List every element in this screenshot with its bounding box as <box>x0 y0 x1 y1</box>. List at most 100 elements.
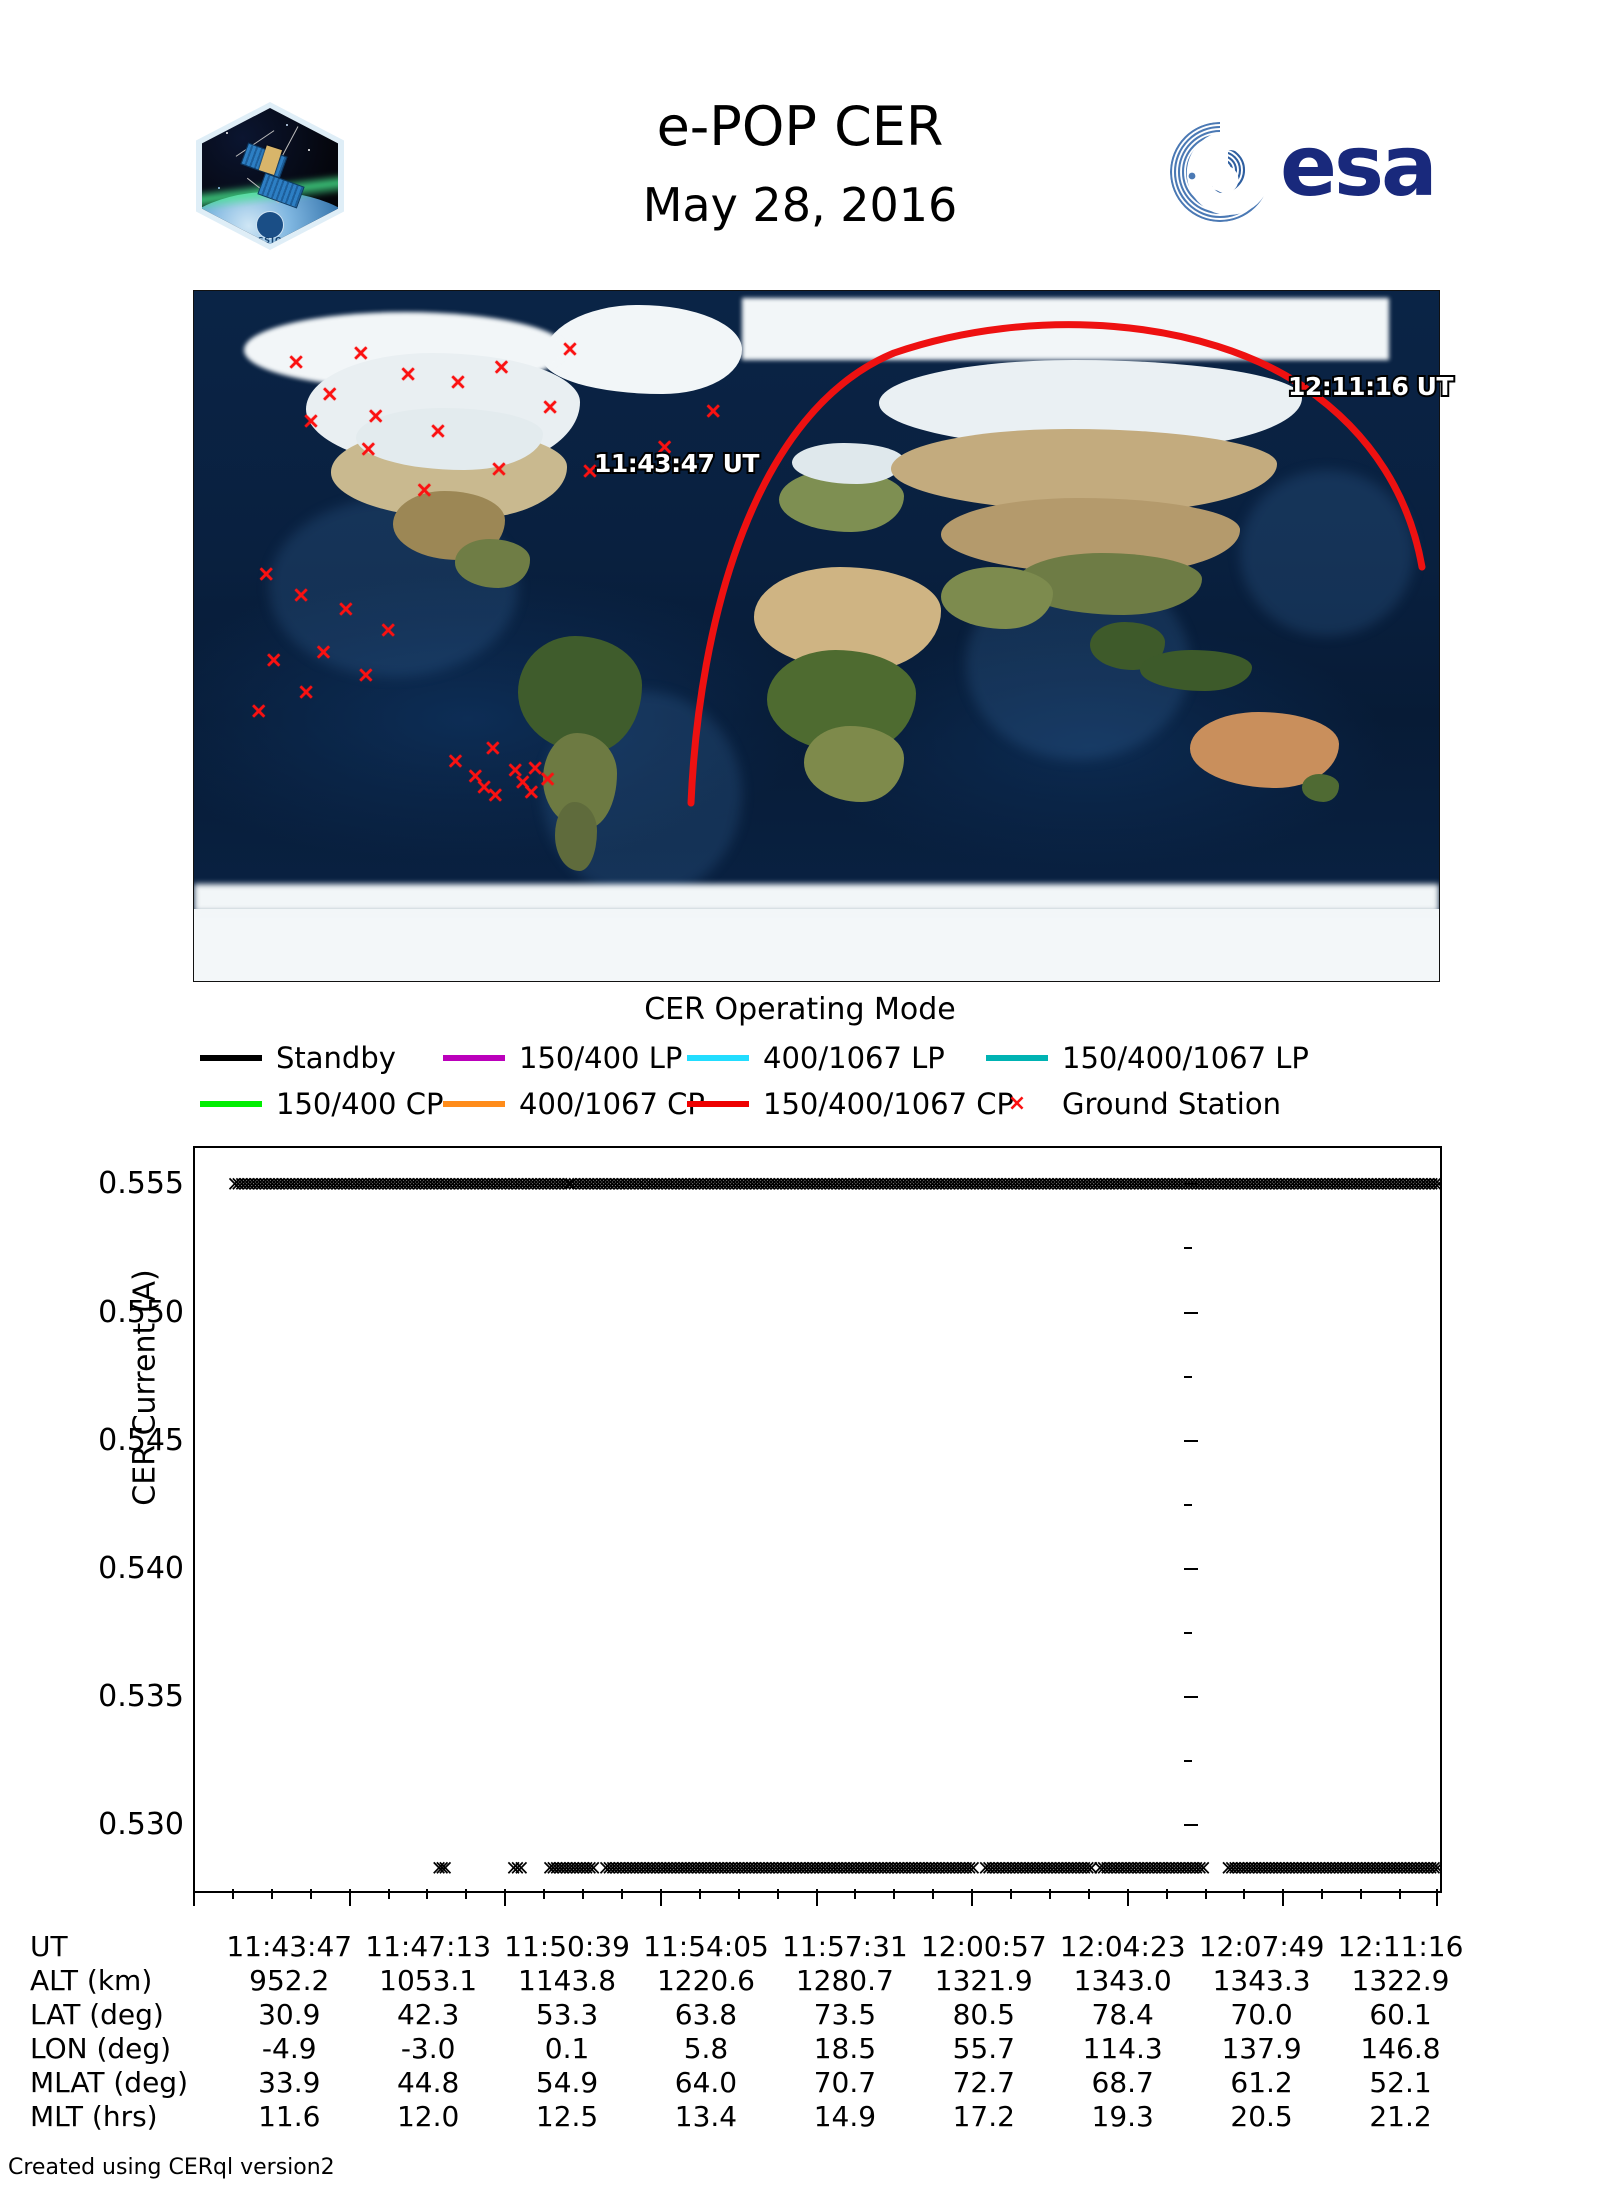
data-point-marker: × <box>610 1171 628 1196</box>
data-point-marker: × <box>508 1171 527 1196</box>
x-axis-minor-tick <box>1204 1889 1207 1899</box>
data-point-marker: × <box>562 1171 580 1196</box>
data-point-marker: × <box>613 1171 632 1196</box>
data-point-marker: × <box>641 1855 659 1880</box>
data-point-marker: × <box>777 1855 795 1880</box>
data-point-marker: × <box>740 1171 758 1196</box>
data-point-marker: × <box>828 1171 847 1196</box>
y-axis-tick-label: 0.530 <box>98 1806 184 1842</box>
data-point-marker: × <box>1048 1855 1067 1880</box>
data-point-marker: × <box>976 1855 995 1880</box>
data-point-marker: × <box>937 1171 955 1196</box>
legend-color-swatch <box>443 1101 505 1107</box>
data-point-marker: × <box>634 1855 653 1880</box>
data-point-marker: × <box>1229 1171 1248 1196</box>
data-point-marker: × <box>899 1171 918 1196</box>
data-point-marker: × <box>723 1171 741 1196</box>
data-point-marker: × <box>430 1855 448 1880</box>
data-point-marker: × <box>498 1171 517 1196</box>
table-cell: 12:00:57 <box>920 1930 1047 1963</box>
table-cell: 72.7 <box>952 2066 1015 2099</box>
esa-agency-logo: esa <box>1168 118 1468 230</box>
data-point-marker: × <box>892 1855 911 1880</box>
data-point-marker: × <box>1031 1855 1049 1880</box>
data-point-marker: × <box>1372 1171 1390 1196</box>
y-axis-tick-label: 0.545 <box>98 1422 184 1458</box>
data-point-marker: × <box>1192 1171 1210 1196</box>
data-point-marker: × <box>841 1855 860 1880</box>
data-point-marker: × <box>1340 1855 1359 1880</box>
data-point-marker: × <box>1361 1855 1379 1880</box>
data-point-marker: × <box>1297 1171 1316 1196</box>
data-point-marker: × <box>920 1171 938 1196</box>
data-point-marker: × <box>1028 1171 1047 1196</box>
data-point-marker: × <box>974 1171 993 1196</box>
data-point-marker: × <box>603 1855 622 1880</box>
data-point-marker: × <box>505 1171 523 1196</box>
data-point-marker: × <box>1256 1171 1275 1196</box>
data-point-marker: × <box>317 1171 336 1196</box>
data-point-marker: × <box>787 1855 806 1880</box>
data-point-marker: × <box>1056 1171 1074 1196</box>
cassiope-wordmark: CASSIOPE <box>243 236 297 244</box>
data-point-marker: × <box>1280 1171 1299 1196</box>
data-point-marker: × <box>1129 1855 1147 1880</box>
data-point-marker: × <box>1000 1855 1019 1880</box>
data-point-marker: × <box>1249 1855 1268 1880</box>
data-point-marker: × <box>1399 1171 1417 1196</box>
table-cell: 1143.8 <box>518 1964 617 1997</box>
data-point-marker: × <box>893 1171 911 1196</box>
data-point-marker: × <box>567 1855 586 1880</box>
data-point-marker: × <box>954 1855 972 1880</box>
data-point-marker: × <box>597 1855 615 1880</box>
data-point-marker: × <box>1139 1855 1158 1880</box>
data-point-marker: × <box>1378 1855 1396 1880</box>
data-point-marker: × <box>739 1855 758 1880</box>
data-point-marker: × <box>709 1855 727 1880</box>
data-point-marker: × <box>471 1171 489 1196</box>
data-point-marker: × <box>1076 1171 1095 1196</box>
table-row: MLAT (deg) 33.9 44.8 54.9 64.0 70.7 72.7 68.7 61… <box>30 2066 1470 2100</box>
world-map-image: × × × × × × × × × × × × × × × × × × × × × × × × × × × × × × × × × × × × <box>194 291 1439 981</box>
data-point-marker: × <box>1161 1171 1180 1196</box>
ground-station-marker: × <box>703 399 723 425</box>
data-point-marker: × <box>875 1855 894 1880</box>
data-point-marker: × <box>1005 1171 1023 1196</box>
data-point-marker: × <box>1277 1171 1295 1196</box>
data-point-marker: × <box>1273 1171 1292 1196</box>
data-point-marker: × <box>433 1855 451 1880</box>
data-point-marker: × <box>818 1855 836 1880</box>
data-point-marker: × <box>842 1171 860 1196</box>
data-point-marker: × <box>872 1855 891 1880</box>
data-point-marker: × <box>1153 1855 1171 1880</box>
data-point-marker: × <box>1062 1855 1080 1880</box>
table-cell: 73.5 <box>813 1998 877 2031</box>
data-point-marker: × <box>512 1855 530 1880</box>
y-axis-tick <box>1184 1567 1198 1570</box>
data-point-marker: × <box>341 1171 360 1196</box>
data-point-marker: × <box>835 1855 853 1880</box>
data-point-marker: × <box>423 1171 442 1196</box>
esa-swirl-icon <box>1170 122 1264 223</box>
data-point-marker: × <box>1091 1855 1109 1880</box>
data-point-marker: × <box>542 1171 561 1196</box>
data-point-marker: × <box>1113 1171 1132 1196</box>
ground-station-marker: × <box>291 582 311 608</box>
data-point-marker: × <box>729 1855 748 1880</box>
data-point-marker: × <box>1205 1171 1224 1196</box>
data-point-marker: × <box>896 1855 914 1880</box>
data-point-marker: × <box>716 1855 734 1880</box>
data-point-marker: × <box>1334 1855 1352 1880</box>
data-point-marker: × <box>1194 1855 1213 1880</box>
x-axis-minor-tick <box>1360 1889 1363 1899</box>
data-point-marker: × <box>467 1171 486 1196</box>
legend-label: Ground Station <box>1062 1086 1281 1121</box>
data-point-marker: × <box>1367 1855 1386 1880</box>
data-point-marker: × <box>899 1855 918 1880</box>
data-point-marker: × <box>544 1855 562 1880</box>
data-point-marker: × <box>362 1171 380 1196</box>
x-axis-tick <box>1282 1889 1285 1906</box>
data-point-marker: × <box>406 1171 425 1196</box>
data-point-marker: × <box>1293 1855 1312 1880</box>
data-point-marker: × <box>1232 1171 1251 1196</box>
